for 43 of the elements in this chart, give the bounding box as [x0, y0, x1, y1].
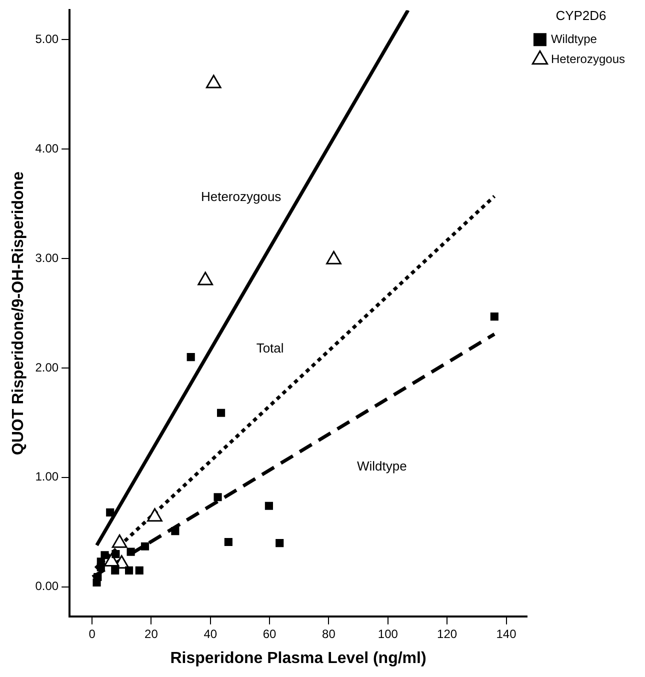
point: [112, 550, 120, 558]
x-tick-label: 100: [378, 626, 398, 641]
legend-label: Heterozygous: [550, 52, 626, 66]
point: [124, 566, 134, 574]
y-tick-label: 3.00: [35, 250, 59, 265]
x-tick-label: 20: [144, 626, 158, 641]
x-tick-label: 80: [322, 626, 336, 641]
x-tick-label: 0: [88, 626, 96, 641]
point: [140, 542, 150, 550]
x-tick-label: 40: [204, 626, 218, 641]
point: [198, 272, 214, 286]
point: [111, 566, 120, 574]
legend-title: CYP2D6: [556, 8, 606, 24]
series-label: Heterozygous: [200, 189, 282, 204]
x-axis-title: Risperidone Plasma Level (ng/ml): [170, 650, 426, 667]
point: [276, 539, 284, 548]
point: [264, 502, 274, 510]
point: [135, 566, 144, 574]
y-tick-label: 2.00: [35, 360, 59, 374]
y-tick-label: 1.00: [35, 470, 59, 484]
point: [326, 250, 342, 264]
point: [126, 548, 135, 556]
x-tick-label: 120: [437, 626, 458, 641]
point: [214, 493, 222, 502]
point: [106, 508, 114, 516]
y-tick-label: 4.00: [35, 141, 59, 156]
point: [96, 563, 105, 572]
point: [217, 408, 226, 417]
point: [92, 578, 101, 587]
legend-label: Wildtype: [550, 32, 598, 46]
y-tick-label: 0.00: [35, 579, 59, 594]
point: [490, 312, 498, 321]
text: Wildtype: [356, 458, 407, 474]
point: [100, 551, 109, 560]
point: [171, 527, 180, 536]
text: Total: [256, 340, 284, 356]
x-tick-label: 140: [496, 626, 517, 641]
y-tick-label: 5.00: [35, 32, 59, 46]
x-tick-label: 60: [262, 626, 277, 641]
point: [206, 74, 222, 88]
point: [224, 538, 232, 546]
point: [186, 353, 195, 362]
y-axis-title: QUOT Risperidone/9-OH-Risperidone: [10, 171, 28, 456]
